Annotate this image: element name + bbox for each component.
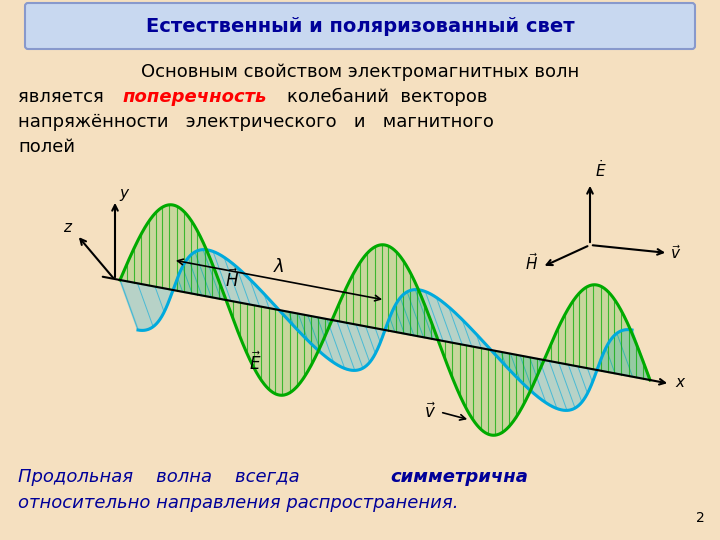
Text: напряжённости   электрического   и   магнитного: напряжённости электрического и магнитног… bbox=[18, 113, 494, 131]
Polygon shape bbox=[597, 329, 650, 380]
Polygon shape bbox=[385, 289, 492, 350]
Text: $\lambda$: $\lambda$ bbox=[273, 258, 285, 276]
Polygon shape bbox=[120, 280, 173, 330]
FancyBboxPatch shape bbox=[25, 3, 695, 49]
Text: колебаний  векторов: колебаний векторов bbox=[287, 88, 487, 106]
Text: x: x bbox=[675, 375, 684, 390]
Text: поперечность: поперечность bbox=[122, 88, 266, 106]
Polygon shape bbox=[279, 310, 385, 370]
Text: z: z bbox=[63, 220, 71, 235]
Text: $\vec{v}$: $\vec{v}$ bbox=[670, 244, 681, 262]
Text: $\vec{H}$: $\vec{H}$ bbox=[225, 268, 239, 291]
Text: Естественный и поляризованный свет: Естественный и поляризованный свет bbox=[145, 17, 575, 37]
Text: y: y bbox=[119, 186, 128, 201]
Polygon shape bbox=[173, 249, 279, 310]
Text: Основным свойством электромагнитных волн: Основным свойством электромагнитных волн bbox=[141, 63, 579, 81]
Text: симметрична: симметрична bbox=[390, 468, 528, 486]
Text: 2: 2 bbox=[696, 511, 705, 525]
Text: является: является bbox=[18, 88, 104, 106]
Text: полей: полей bbox=[18, 138, 75, 156]
Text: $\vec{v}$: $\vec{v}$ bbox=[424, 402, 436, 422]
Text: $\dot{E}$: $\dot{E}$ bbox=[595, 159, 607, 180]
Text: $\vec{E}$: $\vec{E}$ bbox=[249, 352, 261, 374]
Polygon shape bbox=[491, 350, 598, 410]
Text: относительно направления распространения.: относительно направления распространения… bbox=[18, 494, 459, 512]
Text: $\vec{H}$: $\vec{H}$ bbox=[525, 252, 538, 273]
Text: Продольная    волна    всегда: Продольная волна всегда bbox=[18, 468, 323, 486]
